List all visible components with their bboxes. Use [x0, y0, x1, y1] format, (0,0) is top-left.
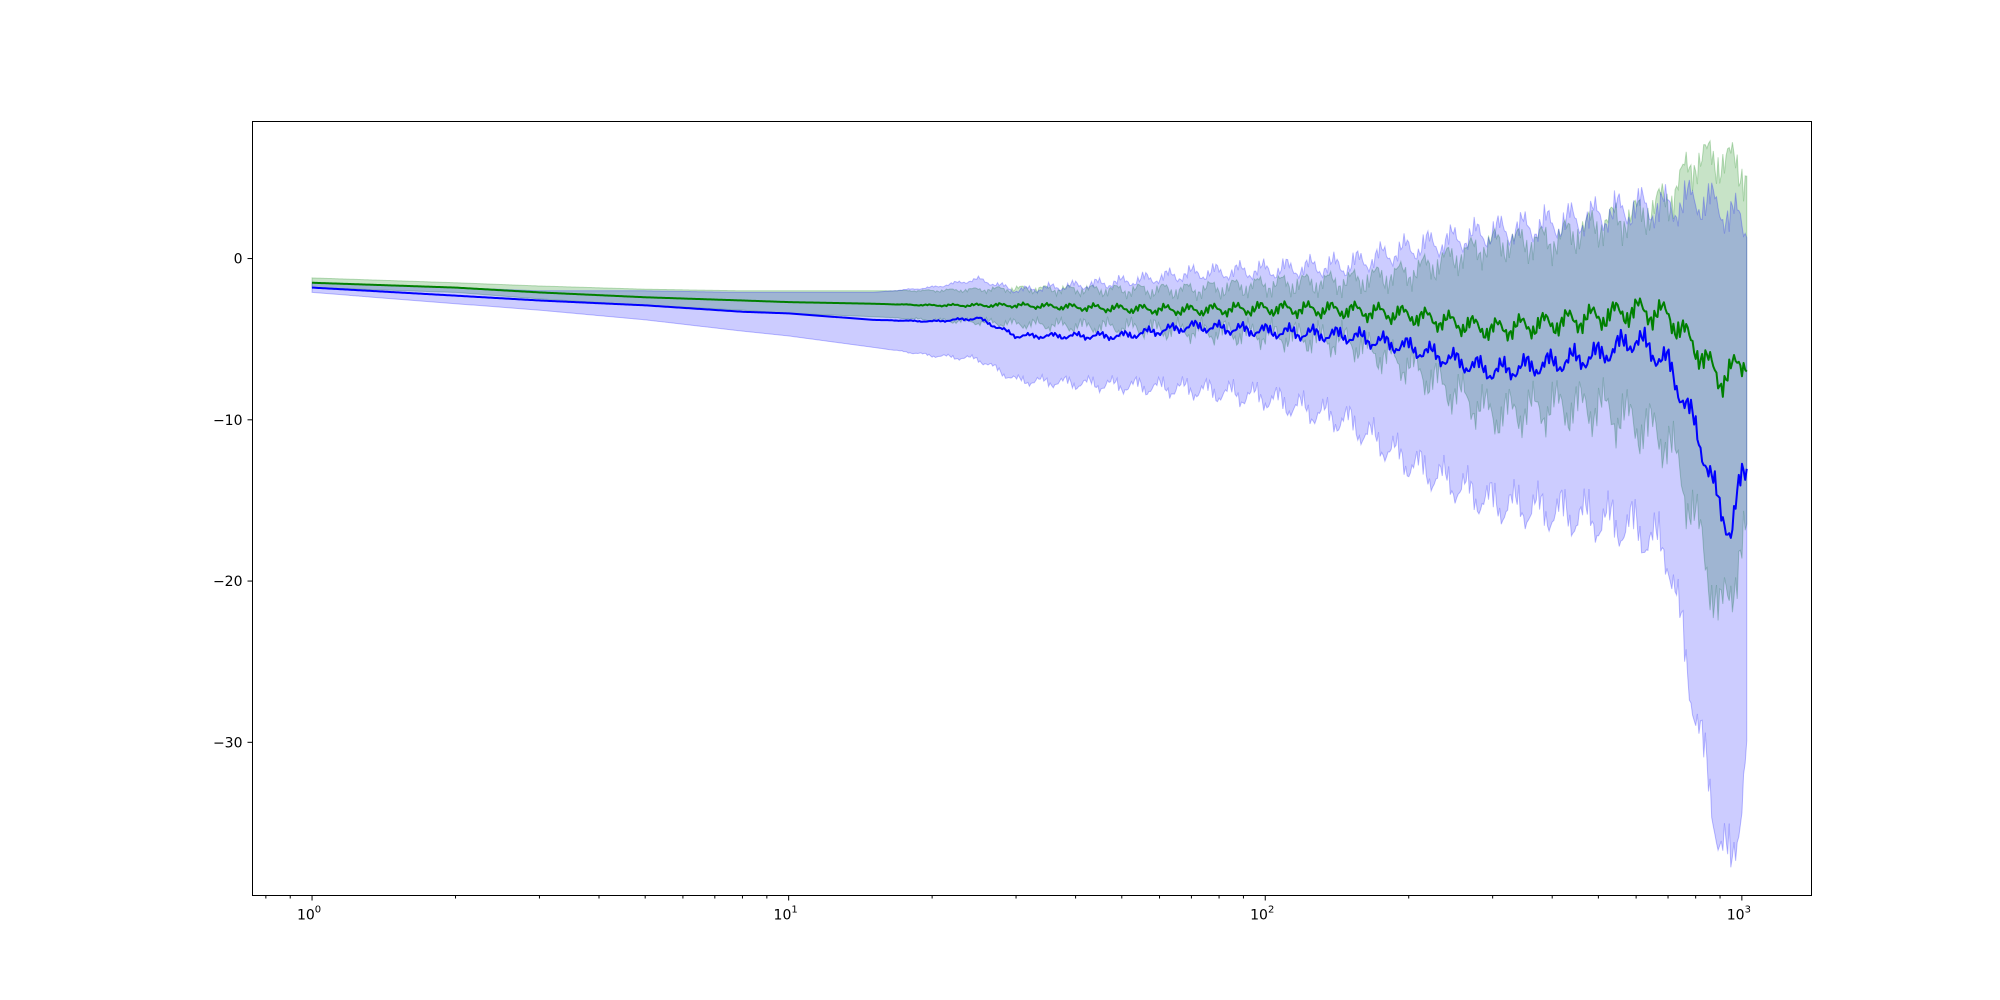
series-2-line [311, 286, 1748, 539]
series-2-confidence-band [311, 179, 1748, 868]
y-tick-label: −10 [213, 413, 243, 429]
y-axis: 0 −10 −20 −30 [213, 252, 253, 751]
series-1-line [312, 281, 1748, 398]
y-tick-label: 0 [234, 252, 243, 268]
y-tick-label: −30 [213, 735, 243, 751]
axes-frame [252, 121, 1812, 896]
y-tick-label: −20 [213, 574, 243, 590]
plot-area [311, 139, 1748, 868]
